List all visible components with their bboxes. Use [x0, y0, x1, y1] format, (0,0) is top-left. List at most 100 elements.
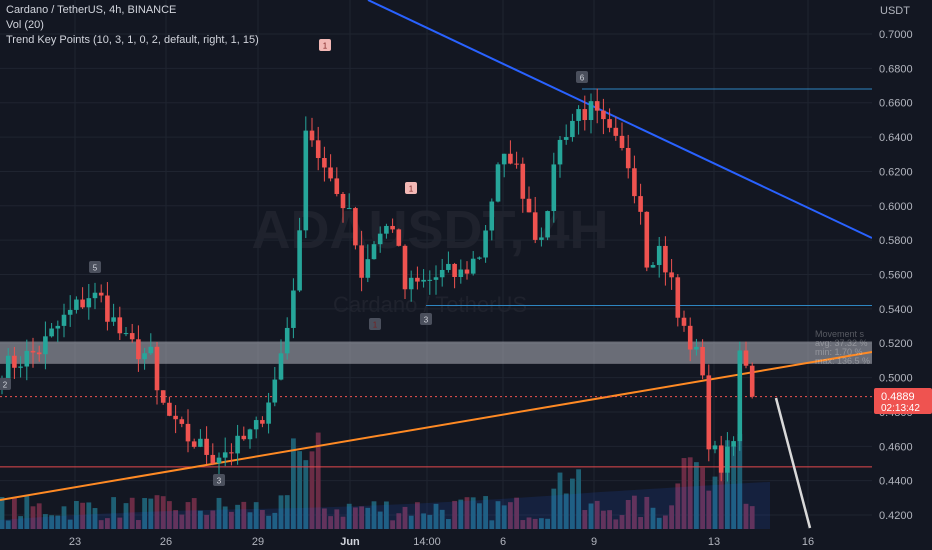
candle-body: [43, 336, 48, 355]
forecast-line: [774, 397, 812, 529]
volume-bar: [718, 447, 724, 529]
candle-body: [520, 163, 526, 199]
candle-body: [384, 225, 389, 234]
volume-bar: [136, 520, 141, 529]
volume-bar: [706, 490, 712, 529]
volume-bar: [526, 517, 532, 529]
volume-bar: [0, 497, 5, 529]
volume-bar: [712, 476, 718, 529]
key-point-label: 1: [373, 321, 378, 330]
volume-bar: [601, 510, 606, 529]
candle-body: [532, 212, 538, 240]
movement-stat-text: max: 136.5 %: [815, 356, 870, 366]
candle-body: [235, 435, 240, 454]
volume-bar: [539, 518, 544, 529]
key-point-marker: [0, 378, 11, 390]
candle-body: [142, 353, 147, 360]
volume-bar: [576, 469, 581, 529]
candle-body: [204, 438, 209, 455]
volume-bar: [377, 511, 383, 529]
candle-body: [508, 153, 513, 164]
candle-body: [92, 292, 98, 299]
volume-bar: [142, 498, 147, 529]
volume-bar: [24, 495, 30, 529]
candle-body: [700, 346, 705, 376]
candle-body: [353, 208, 358, 246]
volume-bar: [61, 506, 67, 529]
volume-ma-area: [0, 482, 770, 529]
volume-bar: [328, 516, 333, 529]
candle-body: [477, 257, 482, 259]
candle-body: [501, 153, 507, 165]
time-tick-label: 9: [591, 536, 597, 548]
candle-body: [470, 258, 476, 274]
volume-bar: [204, 514, 209, 529]
legend-volume-line[interactable]: Vol (20): [6, 19, 44, 31]
last-price-value: 0.4889: [881, 391, 915, 403]
volume-bar: [557, 472, 563, 529]
volume-bar: [452, 500, 457, 529]
candle-body: [247, 429, 253, 440]
volume-bar: [167, 501, 172, 529]
volume-bar: [191, 498, 197, 529]
price-tick-label: 0.6400: [879, 132, 913, 144]
key-point-label: 3: [424, 316, 429, 325]
candle-body: [340, 193, 346, 209]
candle-body: [346, 208, 352, 210]
candle-body: [433, 277, 439, 280]
candle-body: [663, 245, 668, 273]
candle-body: [210, 454, 216, 464]
candle-body: [148, 346, 154, 354]
volume-bar: [49, 515, 54, 529]
candle-body: [545, 211, 550, 238]
legend-indicator-line[interactable]: Trend Key Points (10, 3, 1, 0, 2, defaul…: [6, 34, 259, 46]
price-tick-label: 0.5400: [879, 304, 913, 316]
volume-bar: [390, 520, 395, 529]
volume-bar: [235, 504, 240, 529]
price-tick-label: 0.6000: [879, 201, 913, 213]
price-tick-label: 0.5800: [879, 235, 913, 247]
candle-body: [160, 390, 166, 403]
volume-bar: [743, 503, 749, 529]
candle-body: [576, 109, 581, 121]
legend-symbol-line[interactable]: Cardano / TetherUS, 4h, BINANCE: [6, 4, 177, 16]
candle-body: [675, 277, 681, 318]
last-price-tag: [874, 388, 932, 414]
candle-body: [446, 263, 451, 270]
volume-bar: [315, 432, 321, 529]
volume-bar: [446, 519, 451, 529]
candle-body: [322, 158, 327, 168]
candle-body: [36, 352, 42, 355]
candle-body: [632, 168, 637, 197]
volume-bar: [495, 501, 501, 529]
volume-bar: [563, 493, 569, 529]
candle-body: [681, 317, 687, 326]
watermark-name: Cardano / TetherUS: [333, 292, 527, 317]
candle-body: [80, 299, 85, 308]
volume-bar: [222, 506, 228, 529]
volume-bar: [74, 500, 79, 529]
time-tick-label: 29: [252, 536, 264, 548]
key-point-label: 6: [580, 74, 585, 83]
candle-body: [694, 346, 699, 350]
key-point-marker: [319, 39, 331, 51]
price-tick-label: 0.6200: [879, 166, 913, 178]
volume-layer: [0, 432, 770, 529]
candle-body: [272, 379, 278, 403]
volume-bar: [396, 513, 402, 529]
candle-body: [309, 130, 315, 141]
time-axis-panel: [0, 529, 872, 550]
candle-body: [105, 295, 110, 322]
volume-bar: [613, 519, 619, 529]
candle-body: [303, 130, 309, 231]
volume-bar: [570, 478, 575, 529]
candle-body: [650, 265, 656, 268]
volume-bar: [458, 499, 464, 529]
volume-bar: [532, 518, 538, 529]
candle-body: [5, 355, 11, 382]
candle-body: [111, 317, 116, 322]
volume-bar: [353, 507, 358, 529]
candle-body: [464, 269, 470, 274]
